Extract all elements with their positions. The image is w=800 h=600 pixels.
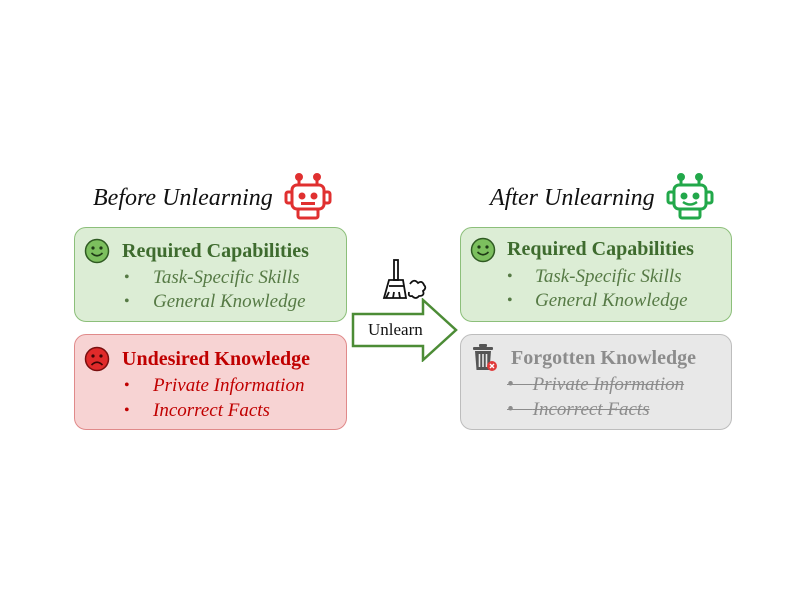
frowning-face-icon	[84, 346, 110, 372]
after-heading: After Unlearning	[490, 185, 655, 211]
list-item: General Knowledge	[153, 291, 306, 312]
list-item: Task-Specific Skills	[153, 267, 300, 288]
unlearn-arrow: Unlearn	[351, 297, 459, 363]
before-heading: Before Unlearning	[93, 185, 273, 211]
bullet: •	[507, 399, 533, 420]
bullet: •	[507, 374, 533, 395]
bullet: •	[507, 268, 513, 285]
bullet: •	[124, 402, 130, 419]
list-item: Incorrect Facts	[153, 400, 270, 421]
robot-icon-green	[666, 172, 714, 222]
bullet: •	[507, 292, 513, 309]
list-item: General Knowledge	[535, 290, 688, 311]
robot-icon-red	[284, 172, 332, 222]
required-capabilities-title: Required Capabilities	[122, 240, 309, 262]
broom-icon	[380, 258, 430, 302]
undesired-knowledge-box: Undesired Knowledge • Private Informatio…	[74, 334, 347, 430]
list-item-text: Incorrect Facts	[532, 399, 650, 420]
list-item-text: Private Information	[532, 374, 685, 395]
list-item: Task-Specific Skills	[535, 266, 682, 287]
forgotten-knowledge-box: Forgotten Knowledge • Private Informatio…	[460, 334, 732, 430]
list-item: • Private Information	[507, 374, 684, 396]
list-item: • Incorrect Facts	[507, 399, 650, 421]
undesired-knowledge-title: Undesired Knowledge	[122, 348, 310, 370]
list-item: Private Information	[153, 375, 305, 396]
required-capabilities-box-after: Required Capabilities • Task-Specific Sk…	[460, 227, 732, 322]
smiley-face-icon	[470, 237, 496, 263]
required-capabilities-box: Required Capabilities • Task-Specific Sk…	[74, 227, 347, 322]
unlearn-label: Unlearn	[368, 320, 423, 339]
bullet: •	[124, 293, 130, 310]
required-capabilities-title: Required Capabilities	[507, 238, 694, 260]
bullet: •	[124, 377, 130, 394]
bullet: •	[124, 269, 130, 286]
forgotten-knowledge-title: Forgotten Knowledge	[511, 347, 696, 369]
smiley-face-icon	[84, 238, 110, 264]
trash-bin-icon	[471, 343, 499, 373]
